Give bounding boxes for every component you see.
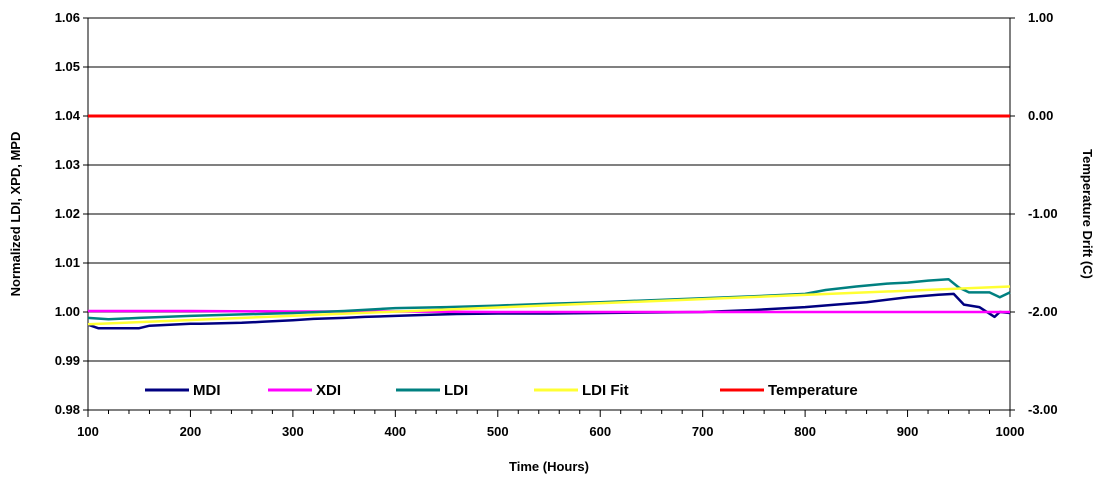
x-tick-label: 900 bbox=[897, 424, 919, 439]
series-xdi bbox=[88, 309, 1010, 314]
legend: MDI XDI LDI LDI Fit Temperature bbox=[145, 382, 858, 399]
y-axis-title: Normalized LDI, XPD, MPD bbox=[8, 132, 23, 297]
x-tick-label: 300 bbox=[282, 424, 304, 439]
legend-label-ldi: LDI bbox=[444, 382, 468, 399]
y-tick-label: 1.06 bbox=[55, 10, 80, 25]
y2-tick-label: 0.00 bbox=[1028, 108, 1053, 123]
y-tick-label: 1.05 bbox=[55, 59, 80, 74]
x-tick-label: 500 bbox=[487, 424, 509, 439]
y-tick-label: 0.98 bbox=[55, 402, 80, 417]
y2-axis-title: Temperature Drift (C) bbox=[1080, 149, 1095, 279]
series-mdi bbox=[87, 292, 1011, 330]
gridlines bbox=[88, 66, 1010, 362]
x-tick-label: 200 bbox=[180, 424, 202, 439]
y-tick-label: 1.03 bbox=[55, 157, 80, 172]
x-tick-label: 700 bbox=[692, 424, 714, 439]
x-tick-label: 400 bbox=[384, 424, 406, 439]
y-tick-label: 1.01 bbox=[55, 255, 80, 270]
x-tick-label: 800 bbox=[794, 424, 816, 439]
y2-tick-label: -3.00 bbox=[1028, 402, 1058, 417]
legend-label-xdi: XDI bbox=[316, 382, 341, 399]
y-tick-label: 1.04 bbox=[55, 108, 81, 123]
x-tick-label: 600 bbox=[589, 424, 611, 439]
x-tick-label: 1000 bbox=[996, 424, 1025, 439]
series-layer bbox=[87, 114, 1011, 330]
y2-tick-label: -2.00 bbox=[1028, 304, 1058, 319]
legend-label-mdi: MDI bbox=[193, 382, 221, 399]
y-tick-label: 1.02 bbox=[55, 206, 80, 221]
x-axis-title: Time (Hours) bbox=[509, 459, 589, 474]
legend-label-temperature: Temperature bbox=[768, 382, 858, 399]
x-tick-label: 100 bbox=[77, 424, 99, 439]
series-ldi-fit bbox=[87, 285, 1011, 326]
ticks-layer: 0.98 0.99 1.00 1.01 1.02 1.03 1.04 1.05 1.06 -3.0… bbox=[55, 10, 1058, 439]
y2-tick-label: -1.00 bbox=[1028, 206, 1058, 221]
y-tick-label: 0.99 bbox=[55, 353, 80, 368]
y2-tick-label: 1.00 bbox=[1028, 10, 1053, 25]
y-tick-label: 1.00 bbox=[55, 304, 80, 319]
legend-label-ldi-fit: LDI Fit bbox=[582, 382, 629, 399]
